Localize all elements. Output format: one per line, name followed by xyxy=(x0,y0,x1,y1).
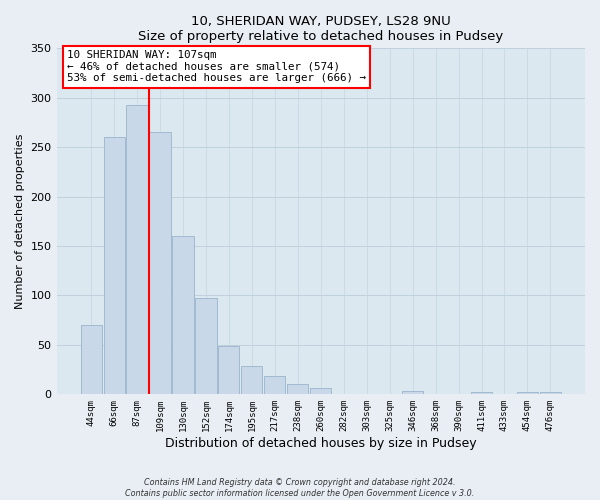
Bar xyxy=(104,138,125,394)
Text: Contains HM Land Registry data © Crown copyright and database right 2024.
Contai: Contains HM Land Registry data © Crown c… xyxy=(125,478,475,498)
Bar xyxy=(172,236,194,394)
Bar xyxy=(402,392,423,394)
Y-axis label: Number of detached properties: Number of detached properties xyxy=(15,134,25,309)
Bar xyxy=(540,392,561,394)
Bar xyxy=(127,104,148,395)
Bar xyxy=(471,392,492,394)
Text: 10 SHERIDAN WAY: 107sqm
← 46% of detached houses are smaller (574)
53% of semi-d: 10 SHERIDAN WAY: 107sqm ← 46% of detache… xyxy=(67,50,366,84)
Bar xyxy=(517,392,538,394)
Bar xyxy=(149,132,170,394)
Title: 10, SHERIDAN WAY, PUDSEY, LS28 9NU
Size of property relative to detached houses : 10, SHERIDAN WAY, PUDSEY, LS28 9NU Size … xyxy=(138,15,503,43)
Bar xyxy=(80,325,101,394)
Bar xyxy=(287,384,308,394)
Bar xyxy=(241,366,262,394)
X-axis label: Distribution of detached houses by size in Pudsey: Distribution of detached houses by size … xyxy=(165,437,476,450)
Bar xyxy=(218,346,239,395)
Bar xyxy=(264,376,286,394)
Bar xyxy=(310,388,331,394)
Bar xyxy=(196,298,217,394)
